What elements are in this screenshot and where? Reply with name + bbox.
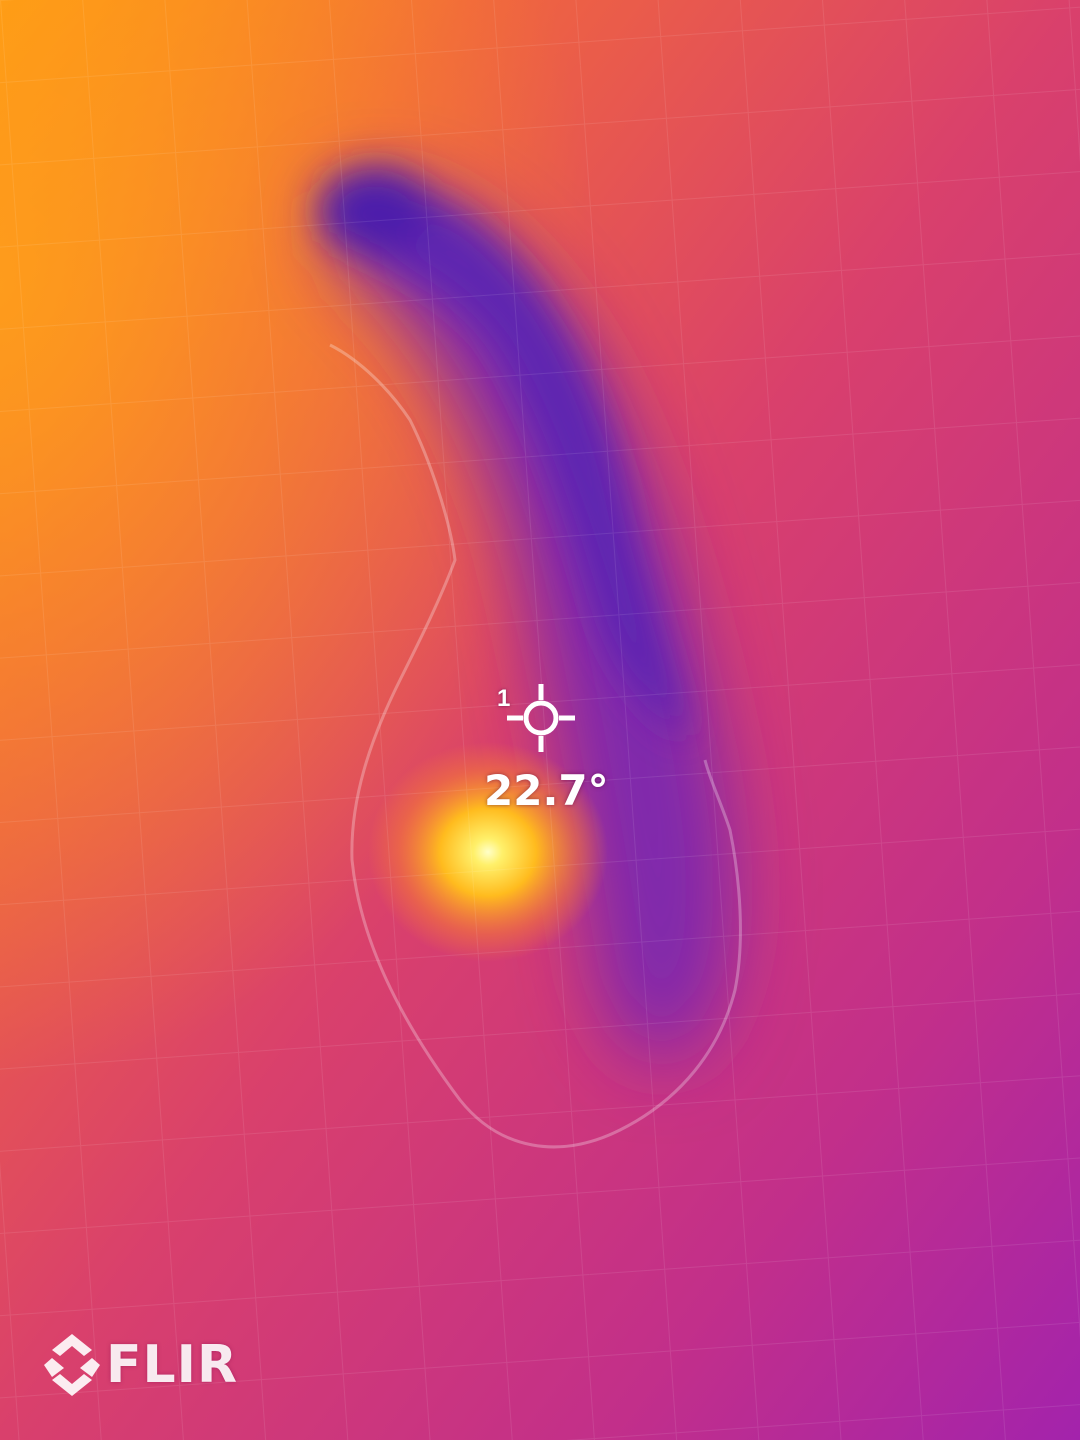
brand-name: FLIR — [106, 1335, 239, 1395]
spot-temperature-readout: 22.7° — [484, 766, 609, 815]
spot-meter-index: 1 — [497, 685, 511, 712]
flir-logo-icon — [44, 1334, 100, 1396]
crosshair-icon — [507, 684, 575, 752]
flir-brand: FLIR — [40, 1330, 238, 1400]
